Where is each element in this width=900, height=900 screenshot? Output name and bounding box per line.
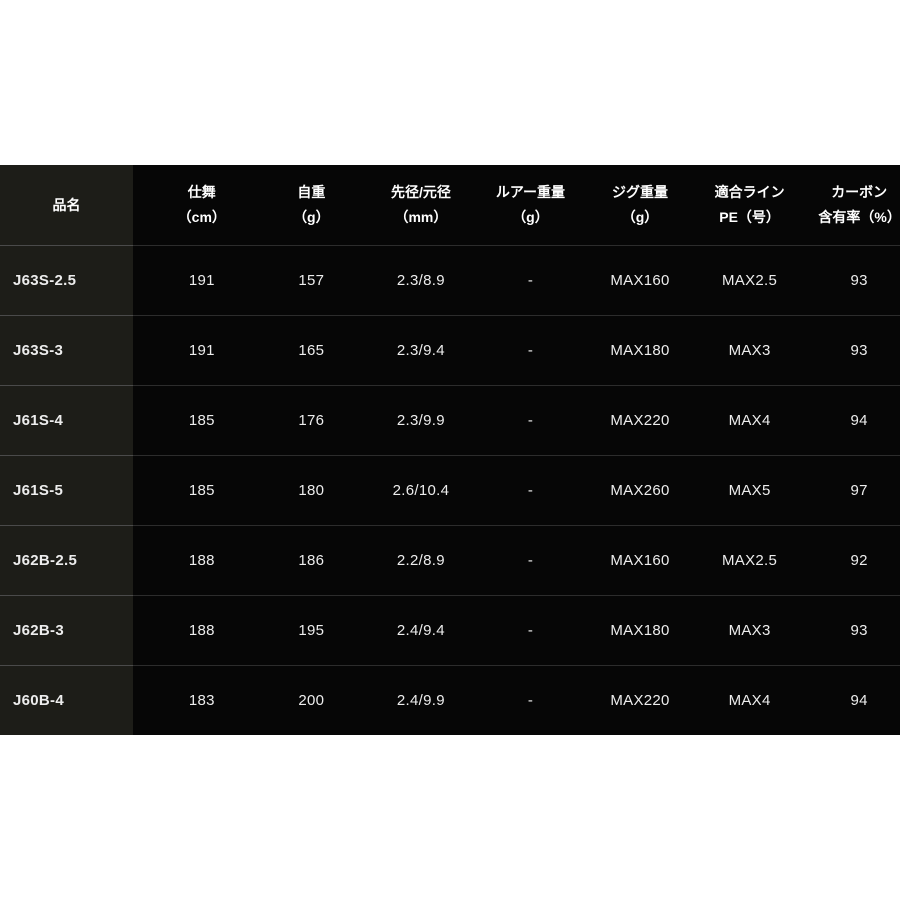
cell-closed-length: 191 xyxy=(133,314,243,385)
cell-jig-weight: MAX160 xyxy=(571,524,681,595)
cell-model: J62B-3 xyxy=(0,594,133,665)
col-header-closed-length-label: 仕舞 xyxy=(187,184,216,201)
table-row: J61S-5 185 180 2.6/10.4 - MAX260 MAX5 97 xyxy=(0,454,900,525)
cell-lure-weight: - xyxy=(461,454,572,525)
cell-model: J62B-2.5 xyxy=(0,524,133,595)
col-header-closed-length: 仕舞 （cm） xyxy=(133,165,243,245)
col-header-carbon-content: カーボン 含有率（%） xyxy=(790,165,900,245)
cell-tip-butt-diameter: 2.3/9.9 xyxy=(352,384,462,455)
cell-jig-weight: MAX180 xyxy=(571,314,681,385)
cell-weight: 200 xyxy=(242,664,353,735)
cell-pe-line: MAX2.5 xyxy=(680,244,791,315)
cell-tip-butt-diameter: 2.6/10.4 xyxy=(352,454,462,525)
cell-jig-weight: MAX220 xyxy=(571,664,681,735)
col-header-weight-label: 自重 xyxy=(297,184,326,201)
cell-weight: 195 xyxy=(242,594,353,665)
cell-lure-weight: - xyxy=(461,314,572,385)
cell-tip-butt-diameter: 2.4/9.9 xyxy=(352,664,462,735)
col-header-jig-weight: ジグ重量（g） xyxy=(571,165,681,245)
cell-tip-butt-diameter: 2.2/8.9 xyxy=(352,524,462,595)
cell-pe-line: MAX3 xyxy=(680,314,791,385)
cell-jig-weight: MAX160 xyxy=(571,244,681,315)
spec-table: 品名 仕舞 （cm） 自重 （g） 先径/元径 （mm） ルアー重量 （g） ジグ重量（… xyxy=(0,165,900,735)
col-header-weight: 自重 （g） xyxy=(243,165,353,245)
cell-closed-length: 183 xyxy=(133,664,243,735)
table-row: J63S-3 191 165 2.3/9.4 - MAX180 MAX3 93 xyxy=(0,314,900,385)
col-header-carbon-content-label: カーボン xyxy=(831,184,888,201)
table-row: J62B-3 188 195 2.4/9.4 - MAX180 MAX3 93 xyxy=(0,594,900,665)
cell-lure-weight: - xyxy=(461,384,572,455)
cell-carbon-content: 93 xyxy=(790,594,900,665)
cell-weight: 176 xyxy=(242,384,353,455)
col-header-pe-line: 適合ライン PE（号） xyxy=(681,165,791,245)
cell-pe-line: MAX2.5 xyxy=(680,524,791,595)
cell-model: J61S-5 xyxy=(0,454,133,525)
cell-carbon-content: 94 xyxy=(790,384,900,455)
cell-lure-weight: - xyxy=(461,524,572,595)
cell-tip-butt-diameter: 2.4/9.4 xyxy=(352,594,462,665)
table-row: J60B-4 183 200 2.4/9.9 - MAX220 MAX4 94 xyxy=(0,664,900,735)
cell-model: J63S-2.5 xyxy=(0,244,133,315)
cell-model: J63S-3 xyxy=(0,314,133,385)
cell-closed-length: 188 xyxy=(133,524,243,595)
col-header-pe-line-label: 適合ライン xyxy=(714,184,785,201)
cell-carbon-content: 93 xyxy=(790,244,900,315)
cell-closed-length: 185 xyxy=(133,454,243,525)
table-row: J63S-2.5 191 157 2.3/8.9 - MAX160 MAX2.5… xyxy=(0,244,900,315)
cell-carbon-content: 94 xyxy=(790,664,900,735)
cell-pe-line: MAX4 xyxy=(680,384,791,455)
cell-lure-weight: - xyxy=(461,594,572,665)
col-header-lure-weight: ルアー重量 （g） xyxy=(462,165,572,245)
cell-lure-weight: - xyxy=(461,664,572,735)
col-header-tip-butt-diameter: 先径/元径 （mm） xyxy=(352,165,462,245)
cell-pe-line: MAX4 xyxy=(680,664,791,735)
col-header-lure-weight-label: ルアー重量 xyxy=(495,184,566,201)
cell-tip-butt-diameter: 2.3/9.4 xyxy=(352,314,462,385)
cell-lure-weight: - xyxy=(461,244,572,315)
cell-model: J60B-4 xyxy=(0,664,133,735)
cell-closed-length: 188 xyxy=(133,594,243,665)
col-header-jig-weight-label: ジグ重量（g） xyxy=(612,184,669,225)
cell-pe-line: MAX3 xyxy=(680,594,791,665)
cell-weight: 186 xyxy=(242,524,353,595)
cell-carbon-content: 92 xyxy=(790,524,900,595)
table-row: J62B-2.5 188 186 2.2/8.9 - MAX160 MAX2.5… xyxy=(0,524,900,595)
cell-closed-length: 191 xyxy=(133,244,243,315)
header-row: 品名 仕舞 （cm） 自重 （g） 先径/元径 （mm） ルアー重量 （g） ジグ重量（… xyxy=(0,165,900,245)
cell-carbon-content: 97 xyxy=(790,454,900,525)
cell-weight: 180 xyxy=(242,454,353,525)
cell-jig-weight: MAX260 xyxy=(571,454,681,525)
cell-carbon-content: 93 xyxy=(790,314,900,385)
col-header-model-label: 品名 xyxy=(52,196,81,213)
cell-jig-weight: MAX180 xyxy=(571,594,681,665)
cell-weight: 157 xyxy=(242,244,353,315)
col-header-model: 品名 xyxy=(0,165,133,245)
cell-pe-line: MAX5 xyxy=(680,454,791,525)
cell-weight: 165 xyxy=(242,314,353,385)
col-header-tip-butt-diameter-label: 先径/元径 xyxy=(390,184,451,201)
cell-model: J61S-4 xyxy=(0,384,133,455)
cell-tip-butt-diameter: 2.3/8.9 xyxy=(352,244,462,315)
table-row: J61S-4 185 176 2.3/9.9 - MAX220 MAX4 94 xyxy=(0,384,900,455)
cell-jig-weight: MAX220 xyxy=(571,384,681,455)
cell-closed-length: 185 xyxy=(133,384,243,455)
